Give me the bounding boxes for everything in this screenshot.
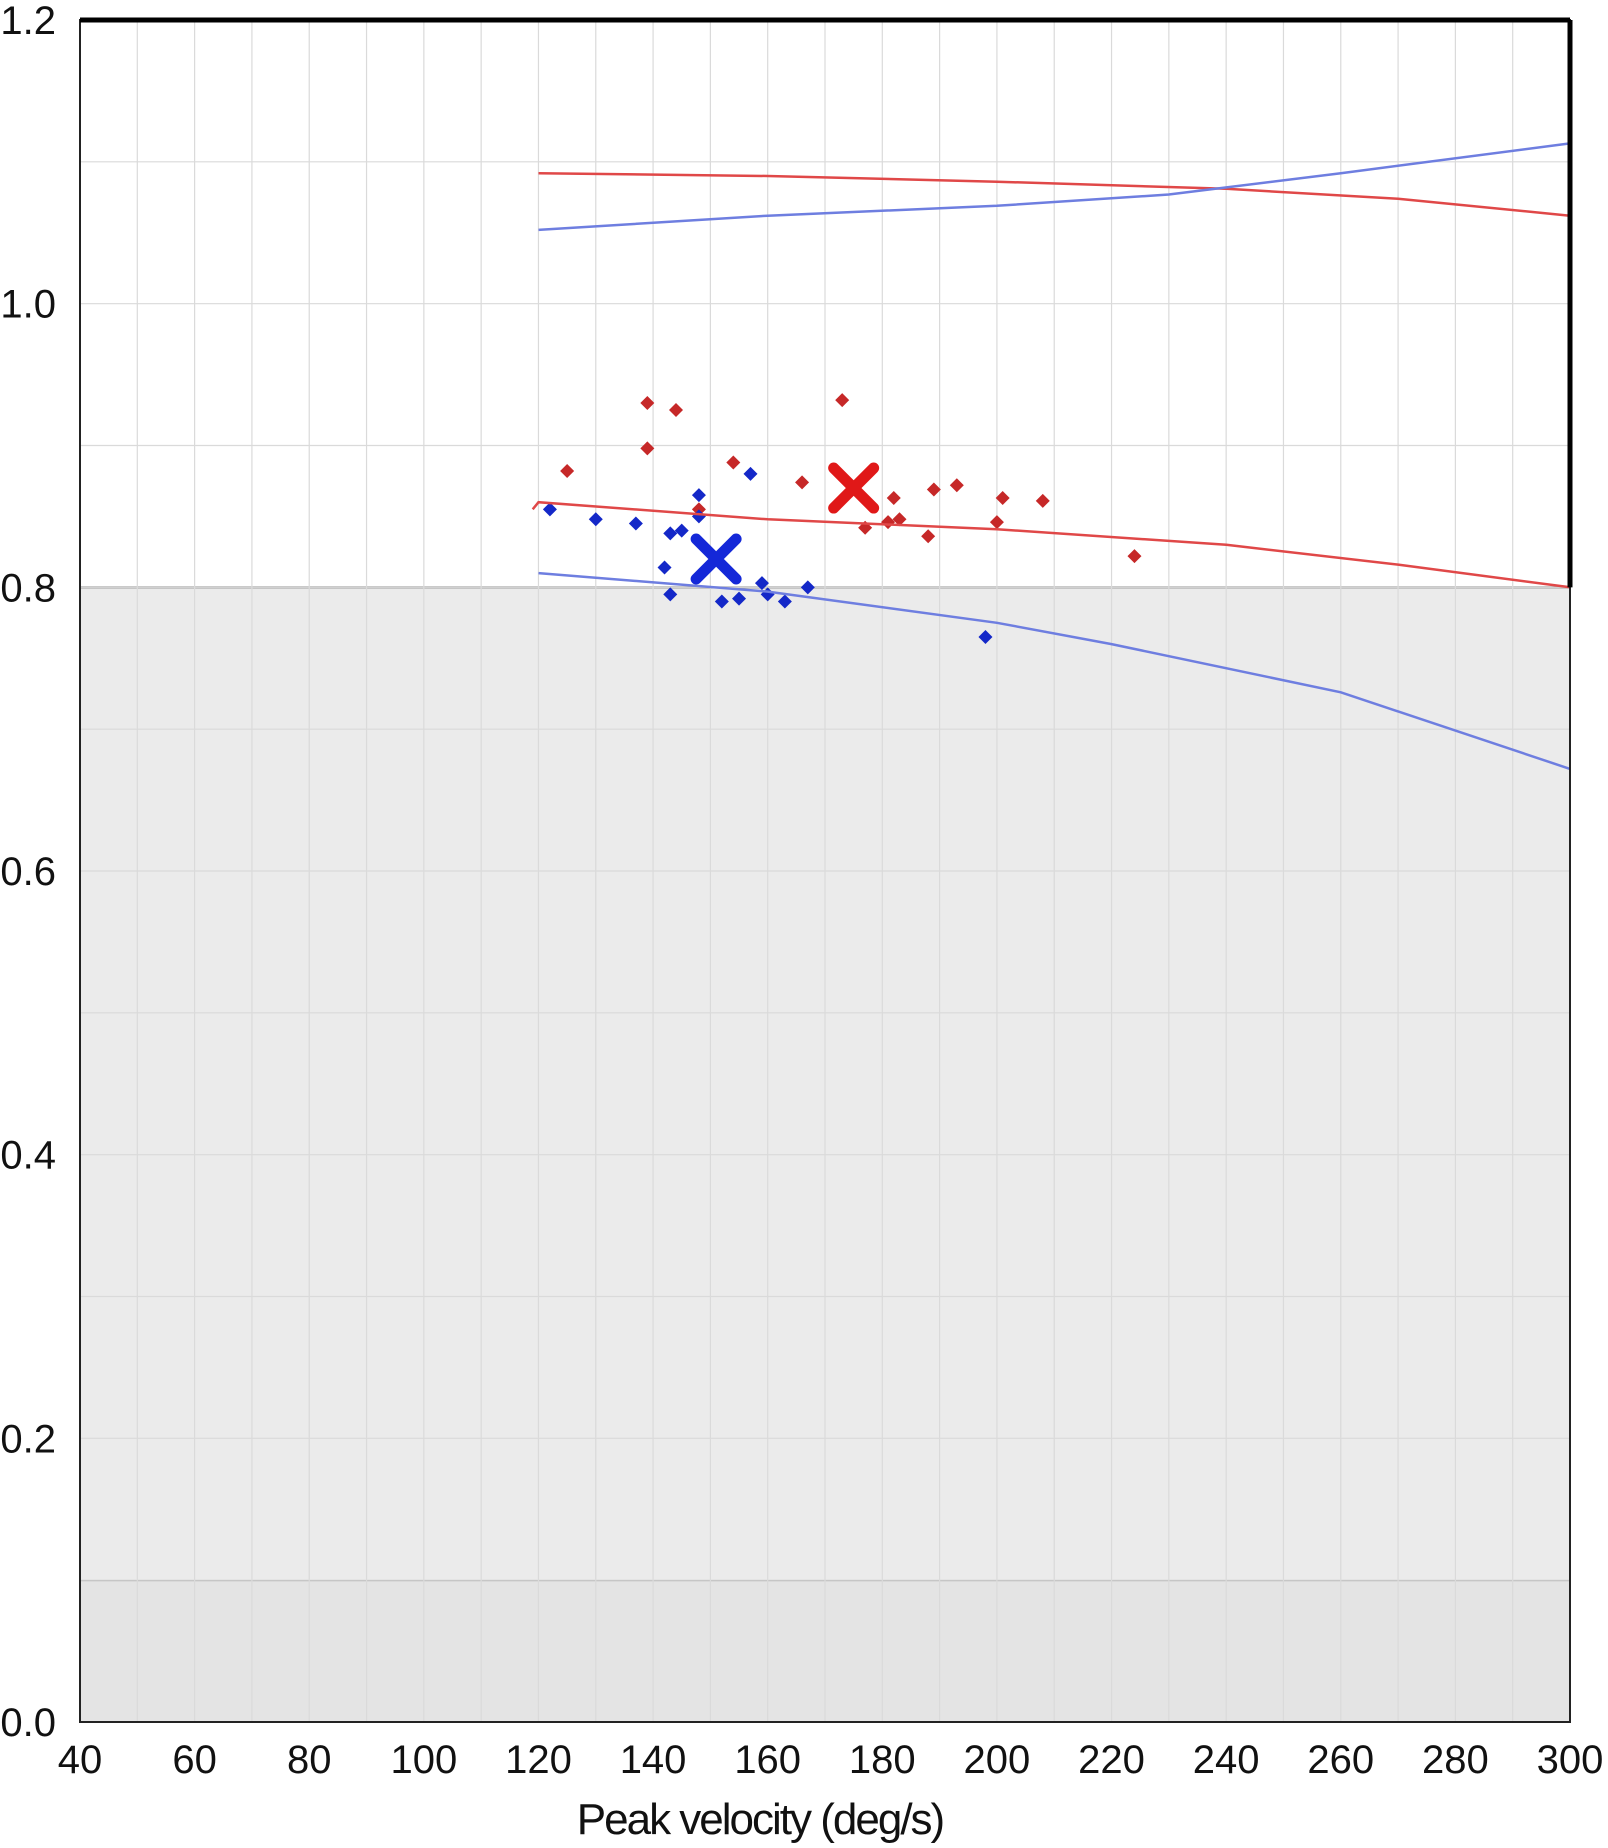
y-tick-label: 1.0 [0,283,56,327]
data-point [800,580,815,595]
x-axis-title: Peak velocity (deg/s) [577,1795,943,1844]
y-tick-labels: 0.0 0.2 0.4 0.6 0.8 1.0 1.2 [0,0,56,1745]
y-tick-label: 0.8 [0,566,56,610]
x-tick-label: 220 [1078,1738,1145,1782]
x-tick-label: 180 [849,1738,916,1782]
y-tick-label: 1.2 [0,0,56,43]
data-point [743,466,758,481]
fit-curve [538,571,1571,771]
data-point [628,516,643,531]
data-point [674,523,689,538]
data-point [663,526,678,541]
data-point [588,512,603,527]
fit-curve [538,142,1571,232]
x-tick-labels: 40 60 80 100 120 140 160 180 200 220 240 260 280 300 [58,1738,1604,1782]
data-point [1127,549,1142,564]
data-point [886,490,901,505]
data-point [560,464,575,479]
data-point [949,478,964,493]
mean-marker [690,533,742,585]
fit-curve [531,500,1571,589]
data-point [691,488,706,503]
x-tick-label: 200 [964,1738,1031,1782]
x-tick-label: 140 [620,1738,687,1782]
y-tick-label: 0.2 [0,1417,56,1461]
x-tick-label: 260 [1307,1738,1374,1782]
data-point [714,594,729,609]
x-tick-label: 280 [1422,1738,1489,1782]
data-point [892,512,907,527]
plot-frame [79,17,1573,1723]
data-point [663,587,678,602]
x-tick-label: 240 [1193,1738,1260,1782]
data-point [640,441,655,456]
data-point [989,515,1004,530]
x-tick-label: 80 [287,1738,332,1782]
data-point [777,594,792,609]
data-point [795,475,810,490]
x-tick-label: 160 [734,1738,801,1782]
data-point [726,455,741,470]
data-point [732,591,747,606]
y-tick-label: 0.4 [0,1134,56,1178]
gridlines [80,20,1570,1722]
x-tick-label: 40 [58,1738,103,1782]
data-point [995,490,1010,505]
data-series [531,142,1571,771]
data-point [921,529,936,544]
data-point [669,403,683,418]
y-tick-label: 0.6 [0,850,56,894]
x-tick-label: 60 [172,1738,217,1782]
data-point [978,629,993,644]
data-point [542,502,557,517]
data-point [926,482,941,497]
x-tick-label: 300 [1537,1738,1604,1782]
y-tick-label: 0.0 [0,1701,56,1745]
data-point [640,395,655,410]
data-point [754,576,769,591]
x-tick-label: 100 [390,1738,457,1782]
fit-curve [538,171,1571,217]
data-point [835,393,850,408]
data-point [1035,493,1050,508]
x-tick-label: 120 [505,1738,572,1782]
data-point [657,560,672,575]
mean-marker [828,462,880,514]
